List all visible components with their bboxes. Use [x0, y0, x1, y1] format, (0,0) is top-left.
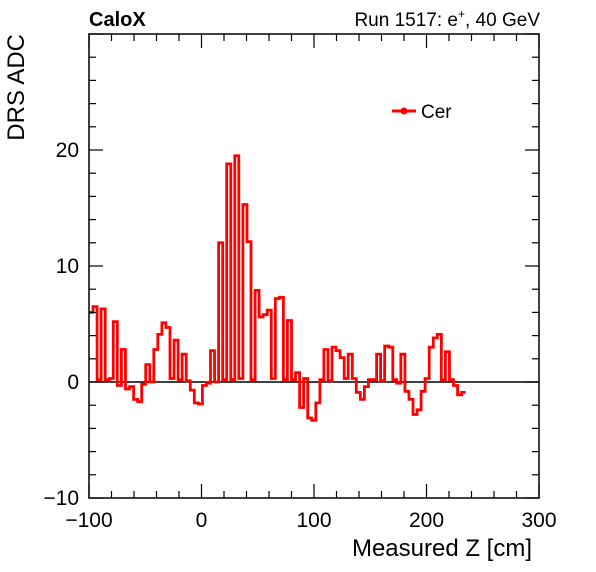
y-axis-label: DRS ADC [3, 34, 30, 141]
experiment-label: CaloX [89, 9, 146, 31]
x-tick-label: 200 [409, 509, 444, 532]
y-tick-label: 20 [56, 139, 79, 162]
y-tick-label: −10 [43, 487, 79, 510]
legend: Cer [392, 102, 452, 123]
run-label-main: Run 1517: e [354, 10, 458, 31]
frame-layer [88, 33, 540, 499]
run-label-tail: , 40 GeV [465, 10, 540, 31]
x-axis-label: Measured Z [cm] [352, 535, 532, 562]
run-label-sup: + [458, 7, 465, 21]
run-label: Run 1517: e+, 40 GeV [354, 7, 540, 31]
series-line-cer [89, 154, 466, 422]
y-tick-label: 10 [56, 255, 79, 278]
x-tick-label: 100 [296, 509, 331, 532]
legend-marker [400, 107, 408, 115]
legend-entry-cer: Cer [421, 102, 452, 123]
x-tick-label: 0 [196, 509, 208, 532]
ticks-layer [88, 33, 540, 499]
series-layer [89, 154, 466, 422]
plot-frame [88, 33, 540, 499]
y-tick-label: 0 [67, 371, 79, 394]
x-tick-label: −100 [65, 509, 112, 532]
x-tick-label: 300 [521, 509, 556, 532]
